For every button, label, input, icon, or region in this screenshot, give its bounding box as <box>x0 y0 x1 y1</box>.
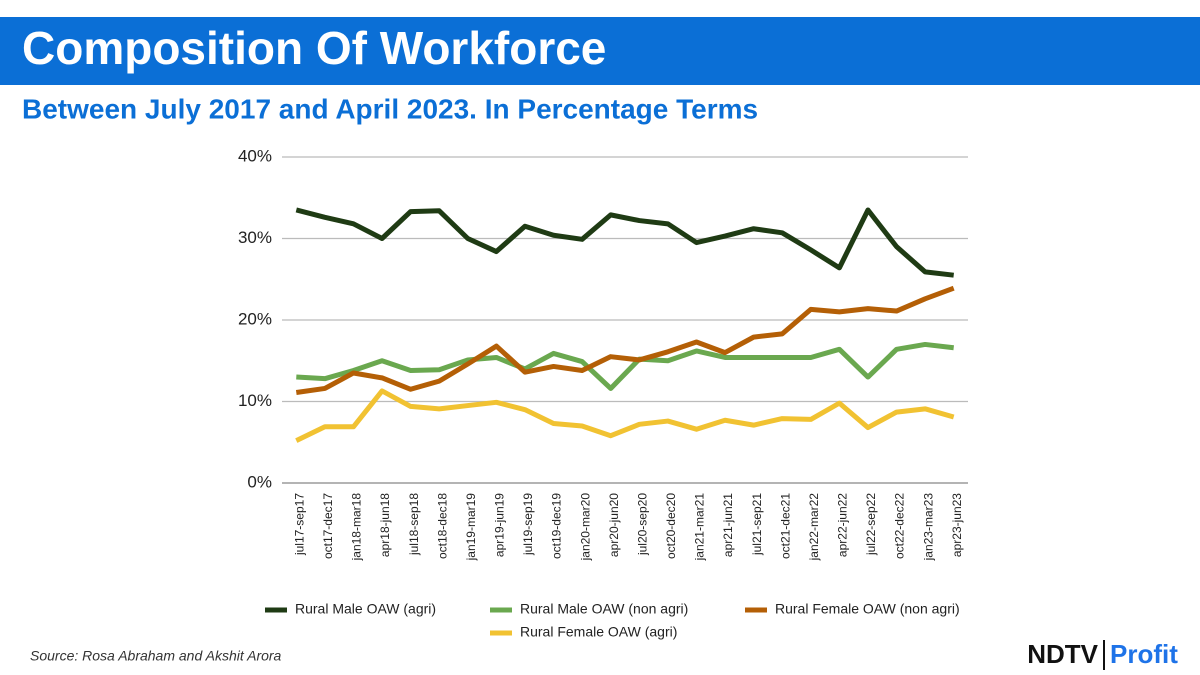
x-tick-label: oct17-dec17 <box>321 493 335 559</box>
x-tick-label: jan21-mar21 <box>693 493 707 562</box>
x-tick-label: jan22-mar22 <box>807 493 821 562</box>
y-tick-label: 10% <box>238 391 272 410</box>
y-tick-label: 30% <box>238 228 272 247</box>
legend-label: Rural Male OAW (non agri) <box>520 601 688 617</box>
x-tick-label: jan19-mar19 <box>464 493 478 562</box>
x-tick-label: jul20-sep20 <box>635 493 649 556</box>
x-tick-label: oct20-dec20 <box>664 493 678 559</box>
series-line <box>295 207 954 278</box>
series-line <box>296 341 954 391</box>
chart-title: Composition Of Workforce <box>22 22 606 74</box>
legend-label: Rural Female OAW (agri) <box>520 624 677 640</box>
x-tick-label: apr21-jun21 <box>721 493 735 557</box>
source: Source: Rosa Abraham and Akshit Arora <box>30 648 282 664</box>
x-tick-label: jul17-sep17 <box>292 493 306 556</box>
legend-label: Rural Male OAW (agri) <box>295 601 436 617</box>
x-tick-label: oct19-dec19 <box>550 493 564 559</box>
x-tick-label: jul18-sep18 <box>407 493 421 556</box>
x-tick-label: jul21-sep21 <box>750 493 764 556</box>
x-tick-label: jul22-sep22 <box>864 493 878 556</box>
chart-subtitle: Between July 2017 and April 2023. In Per… <box>22 93 758 124</box>
x-tick-label: jan18-mar18 <box>350 493 364 562</box>
logo-product: Profit <box>1110 639 1178 669</box>
x-tick-label: apr22-jun22 <box>836 493 850 557</box>
title-band <box>0 17 1200 85</box>
x-tick-label: apr19-jun19 <box>493 493 507 557</box>
x-tick-label: jan20-mar20 <box>578 493 592 562</box>
y-tick-label: 20% <box>238 309 272 328</box>
x-tick-label: apr23-jun23 <box>950 493 964 557</box>
legend-label: Rural Female OAW (non agri) <box>775 601 960 617</box>
x-tick-label: apr20-jun20 <box>607 493 621 557</box>
x-tick-label: oct21-dec21 <box>778 493 792 559</box>
series-line <box>295 388 955 443</box>
logo-brand: NDTV <box>1027 639 1098 669</box>
y-tick-label: 40% <box>238 146 272 165</box>
series-line <box>295 285 955 396</box>
x-tick-label: apr18-jun18 <box>378 493 392 557</box>
x-tick-label: oct18-dec18 <box>435 493 449 559</box>
x-tick-label: jul19-sep19 <box>521 493 535 556</box>
y-tick-label: 0% <box>247 472 272 491</box>
x-tick-label: jan23-mar23 <box>921 493 935 562</box>
x-tick-label: oct22-dec22 <box>893 493 907 559</box>
